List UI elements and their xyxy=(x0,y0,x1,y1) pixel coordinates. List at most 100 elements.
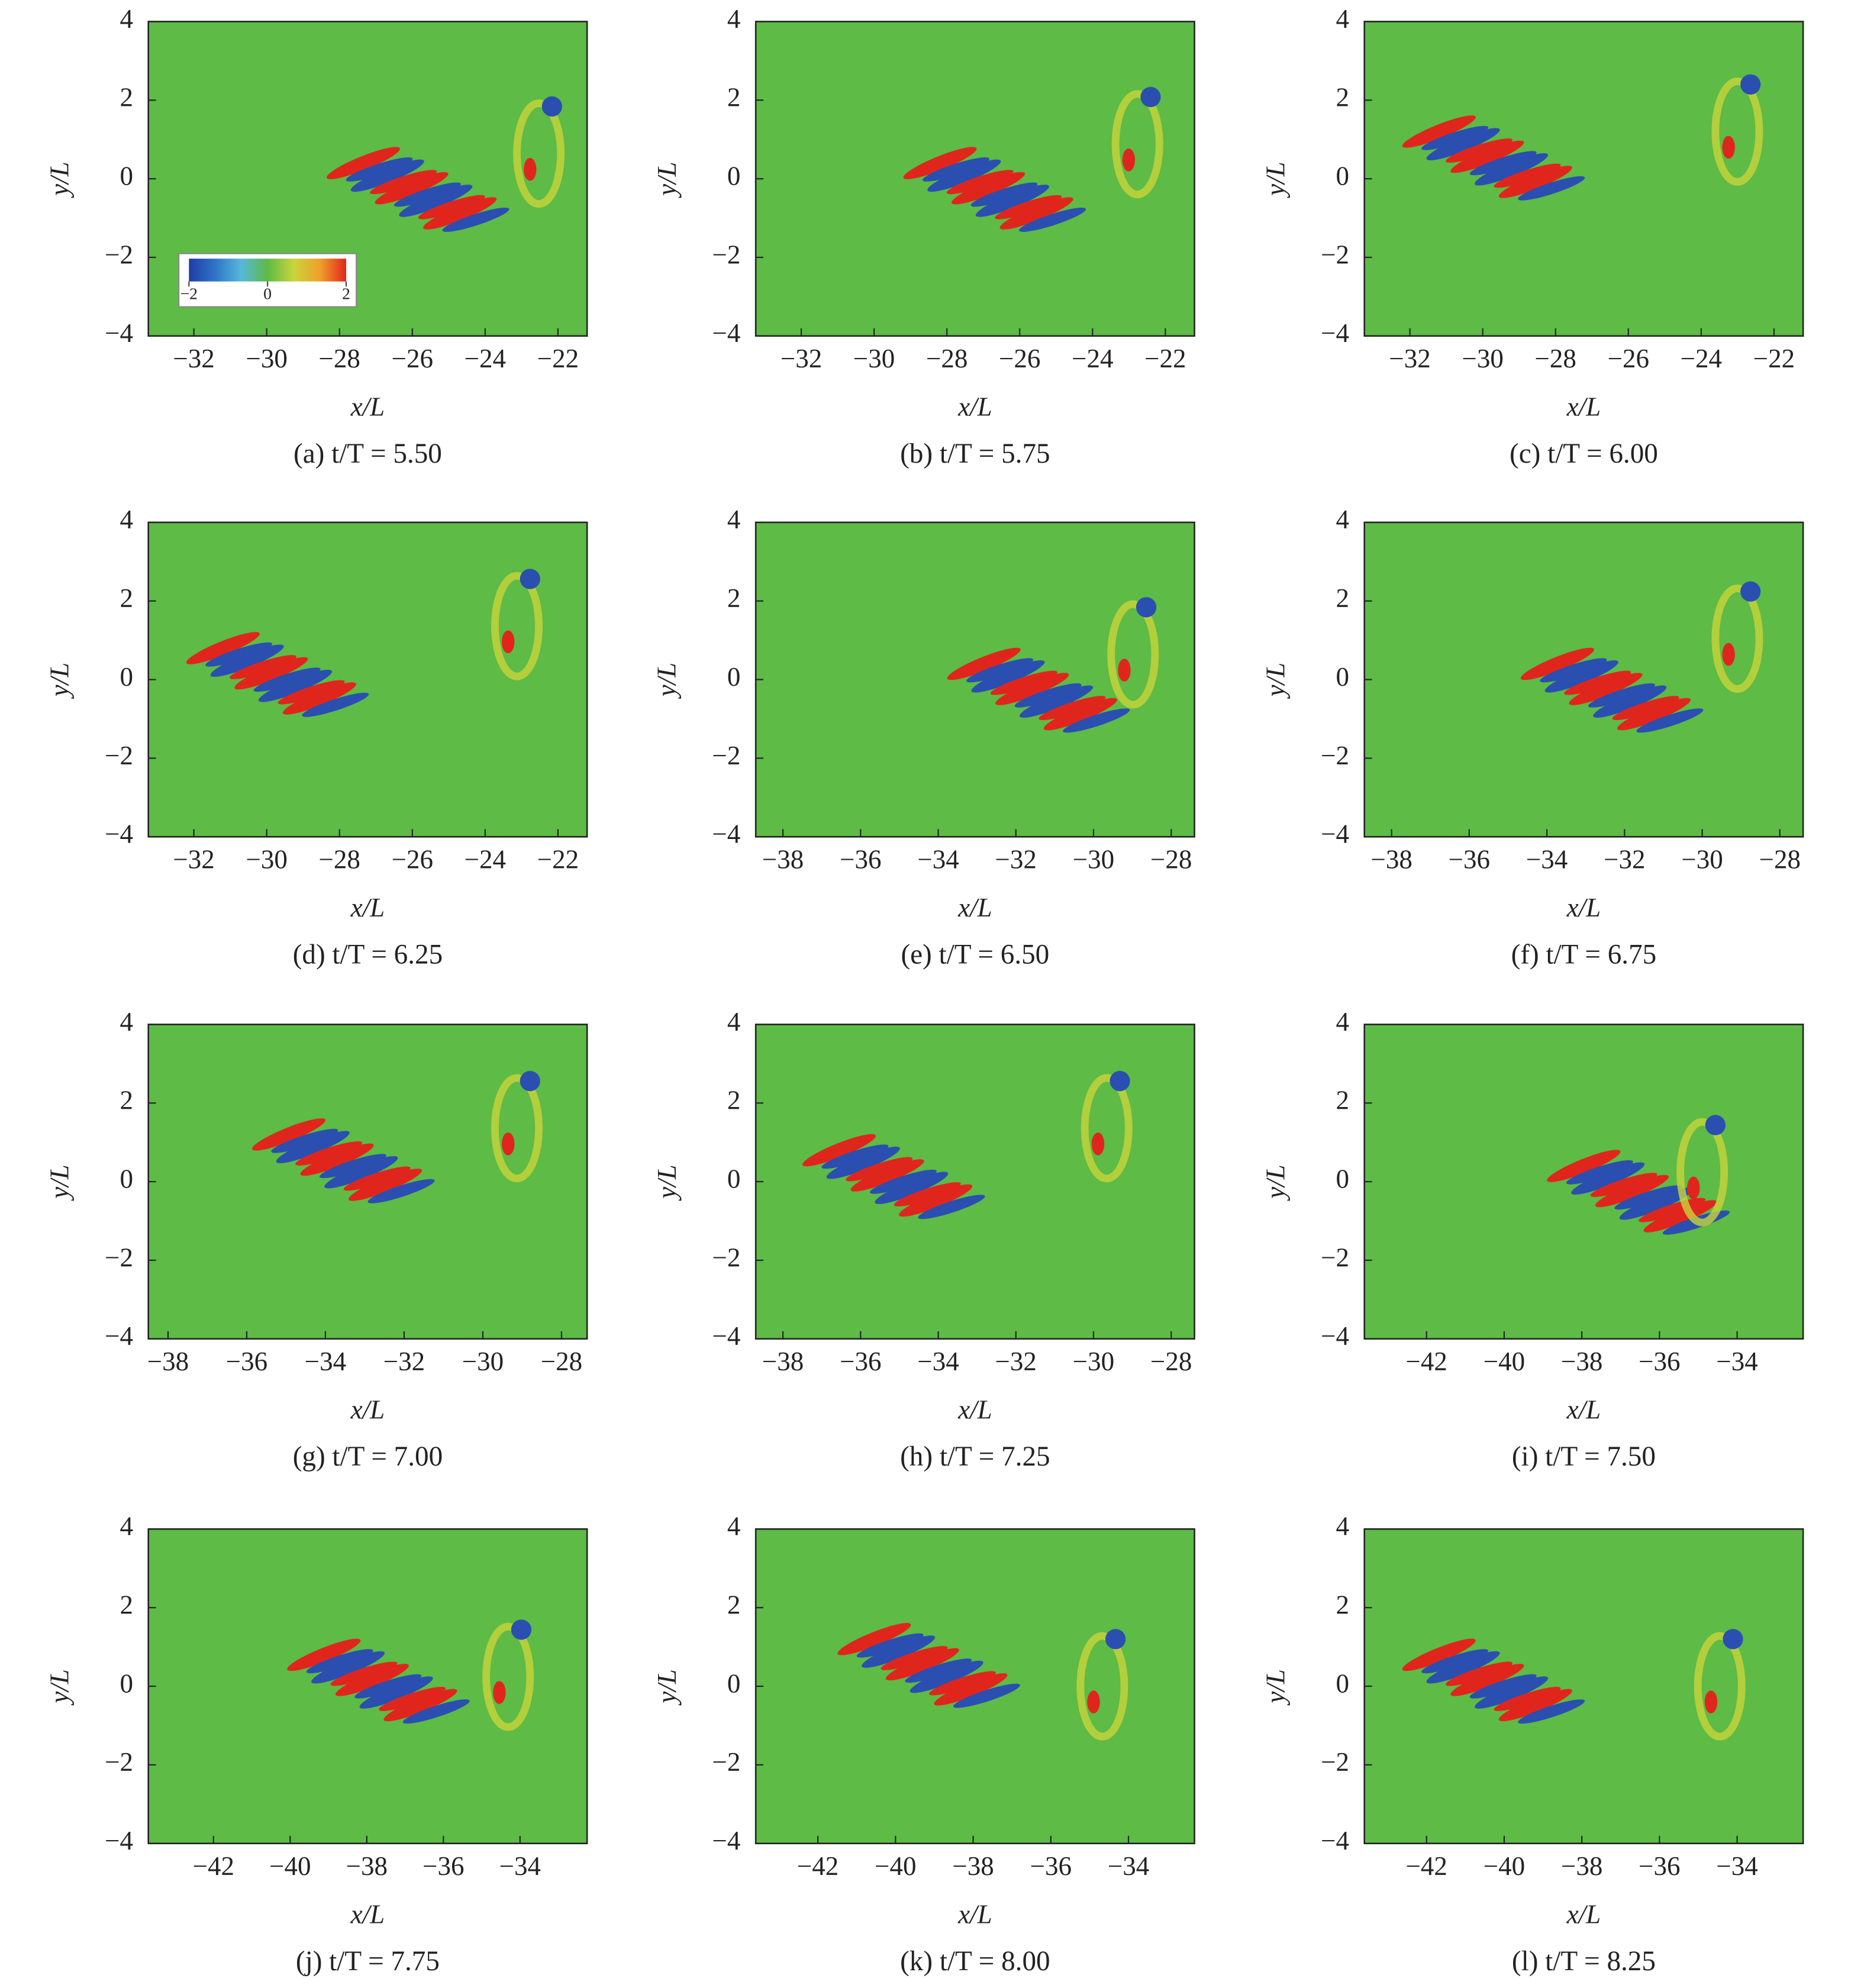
vortex-streak xyxy=(234,657,308,690)
x-tick-label: −32 xyxy=(1604,844,1645,874)
y-tick-label: 2 xyxy=(1336,583,1350,613)
vortex-streak xyxy=(894,1182,961,1207)
plot-area xyxy=(756,1024,1195,1339)
y-tick-label: 0 xyxy=(727,662,741,692)
vortex-streak xyxy=(1014,683,1082,708)
vortex-core xyxy=(1705,1115,1726,1135)
vortex-halo xyxy=(1711,585,1763,693)
y-axis-label: y/L xyxy=(652,1164,682,1201)
x-tick-label: −24 xyxy=(465,844,506,874)
y-tick-label: −4 xyxy=(1321,1321,1349,1351)
x-tick-label: −36 xyxy=(423,1851,464,1881)
vortex-streak xyxy=(1564,670,1631,695)
vortex-streak xyxy=(1566,1160,1633,1185)
y-tick-label: −4 xyxy=(1321,1826,1349,1855)
vortex-core xyxy=(511,1619,532,1640)
vortex-streak xyxy=(271,1128,338,1153)
vortex-core xyxy=(1122,148,1136,172)
x-tick-label: −32 xyxy=(995,844,1037,874)
vortex-core xyxy=(1722,643,1735,666)
x-axis-label: x/L xyxy=(350,392,385,421)
y-tick-label: −2 xyxy=(712,1242,741,1272)
vortex-streak xyxy=(999,197,1073,230)
vortex-streak xyxy=(1547,1150,1621,1182)
y-tick-label: −2 xyxy=(712,741,741,770)
vortex-streak xyxy=(1063,708,1130,733)
x-tick-label: −28 xyxy=(1150,844,1192,874)
vortex-core xyxy=(524,157,537,181)
vortex-streak xyxy=(1402,1638,1476,1671)
panel-caption: (b) t/T = 5.75 xyxy=(900,438,1050,469)
x-axis-label: x/L xyxy=(1566,392,1601,421)
x-axis-label: x/L xyxy=(957,392,992,421)
vortex-core xyxy=(1723,1629,1743,1650)
panel-caption: (i) t/T = 7.50 xyxy=(1512,1441,1656,1472)
panel-caption: (j) t/T = 7.75 xyxy=(296,1946,440,1977)
vortex-streak xyxy=(370,170,437,195)
vortex-halo xyxy=(1107,600,1159,709)
panel-caption: (d) t/T = 6.25 xyxy=(293,940,443,970)
y-tick-label: −2 xyxy=(712,1747,741,1777)
x-axis-label: x/L xyxy=(1566,1395,1601,1424)
x-tick-label: −42 xyxy=(1406,1347,1447,1376)
y-tick-label: 0 xyxy=(1336,1164,1350,1193)
vortex-streak xyxy=(251,1118,325,1151)
vortex-streak xyxy=(350,159,424,192)
vortex-streak xyxy=(1544,660,1618,693)
vortex-core xyxy=(501,630,515,654)
x-tick-label: −34 xyxy=(1526,844,1568,874)
x-tick-label: −42 xyxy=(193,1851,234,1881)
vortex-streak xyxy=(881,1645,948,1670)
vortex-streak xyxy=(349,1169,423,1201)
vortex-streak xyxy=(1039,696,1106,721)
y-tick-label: 0 xyxy=(120,662,134,692)
vortex-streak xyxy=(1043,698,1117,731)
plot-area xyxy=(1364,1529,1804,1844)
x-tick-label: −40 xyxy=(1484,1347,1525,1376)
panel-caption: (c) t/T = 6.00 xyxy=(1510,438,1658,469)
y-tick-label: −2 xyxy=(105,1242,133,1272)
vortex-streak xyxy=(1520,647,1594,680)
vortex-streak xyxy=(1426,128,1500,160)
x-tick-label: −32 xyxy=(383,1347,425,1376)
x-tick-label: −22 xyxy=(537,344,579,373)
vortex-streak xyxy=(1469,151,1537,176)
y-tick-label: 2 xyxy=(120,1086,134,1115)
x-tick-label: −32 xyxy=(1389,344,1430,373)
vortex-streak xyxy=(869,1169,937,1194)
vortex-streak xyxy=(1614,1185,1682,1210)
vortex-streak xyxy=(394,182,461,207)
y-tick-label: 0 xyxy=(120,1668,134,1698)
vortex-streak xyxy=(367,1179,435,1203)
x-tick-label: −30 xyxy=(1462,344,1503,373)
x-tick-label: −30 xyxy=(1073,844,1114,874)
x-tick-label: −26 xyxy=(1608,344,1649,373)
y-axis-label: y/L xyxy=(652,1669,682,1706)
vortex-halo xyxy=(1676,1118,1728,1227)
x-tick-label: −32 xyxy=(173,844,214,874)
panel-caption: (k) t/T = 8.00 xyxy=(900,1946,1050,1977)
vortex-streak xyxy=(990,670,1057,695)
x-axis-label: x/L xyxy=(957,893,992,922)
y-axis-label: y/L xyxy=(1260,663,1290,699)
panel: −42 −40 −38 −36 −34 −4 −2 0 2 4 x/L y/L (j) t/T = 7.… xyxy=(44,1512,588,1977)
vortex-streak xyxy=(1643,1200,1717,1232)
vortex-streak xyxy=(1426,1651,1500,1684)
x-tick-label: −38 xyxy=(346,1851,388,1881)
y-tick-label: 4 xyxy=(1336,505,1350,534)
vortex-streak xyxy=(306,1649,373,1674)
vortex-streak xyxy=(995,195,1062,220)
y-tick-label: −4 xyxy=(105,819,133,849)
vortex-streak xyxy=(324,1156,398,1189)
vortex-core xyxy=(1687,1176,1700,1200)
vortex-field xyxy=(903,86,1163,232)
vortex-core xyxy=(520,569,540,589)
vortex-streak xyxy=(1590,1173,1657,1198)
vortex-field xyxy=(837,1623,1128,1741)
y-axis-label: y/L xyxy=(44,162,74,198)
x-tick-label: −26 xyxy=(392,344,433,373)
panel-caption: (g) t/T = 7.00 xyxy=(293,1441,443,1472)
vortex-field xyxy=(1402,74,1763,201)
y-tick-label: 0 xyxy=(1336,1668,1350,1698)
vortex-streak xyxy=(399,185,473,217)
